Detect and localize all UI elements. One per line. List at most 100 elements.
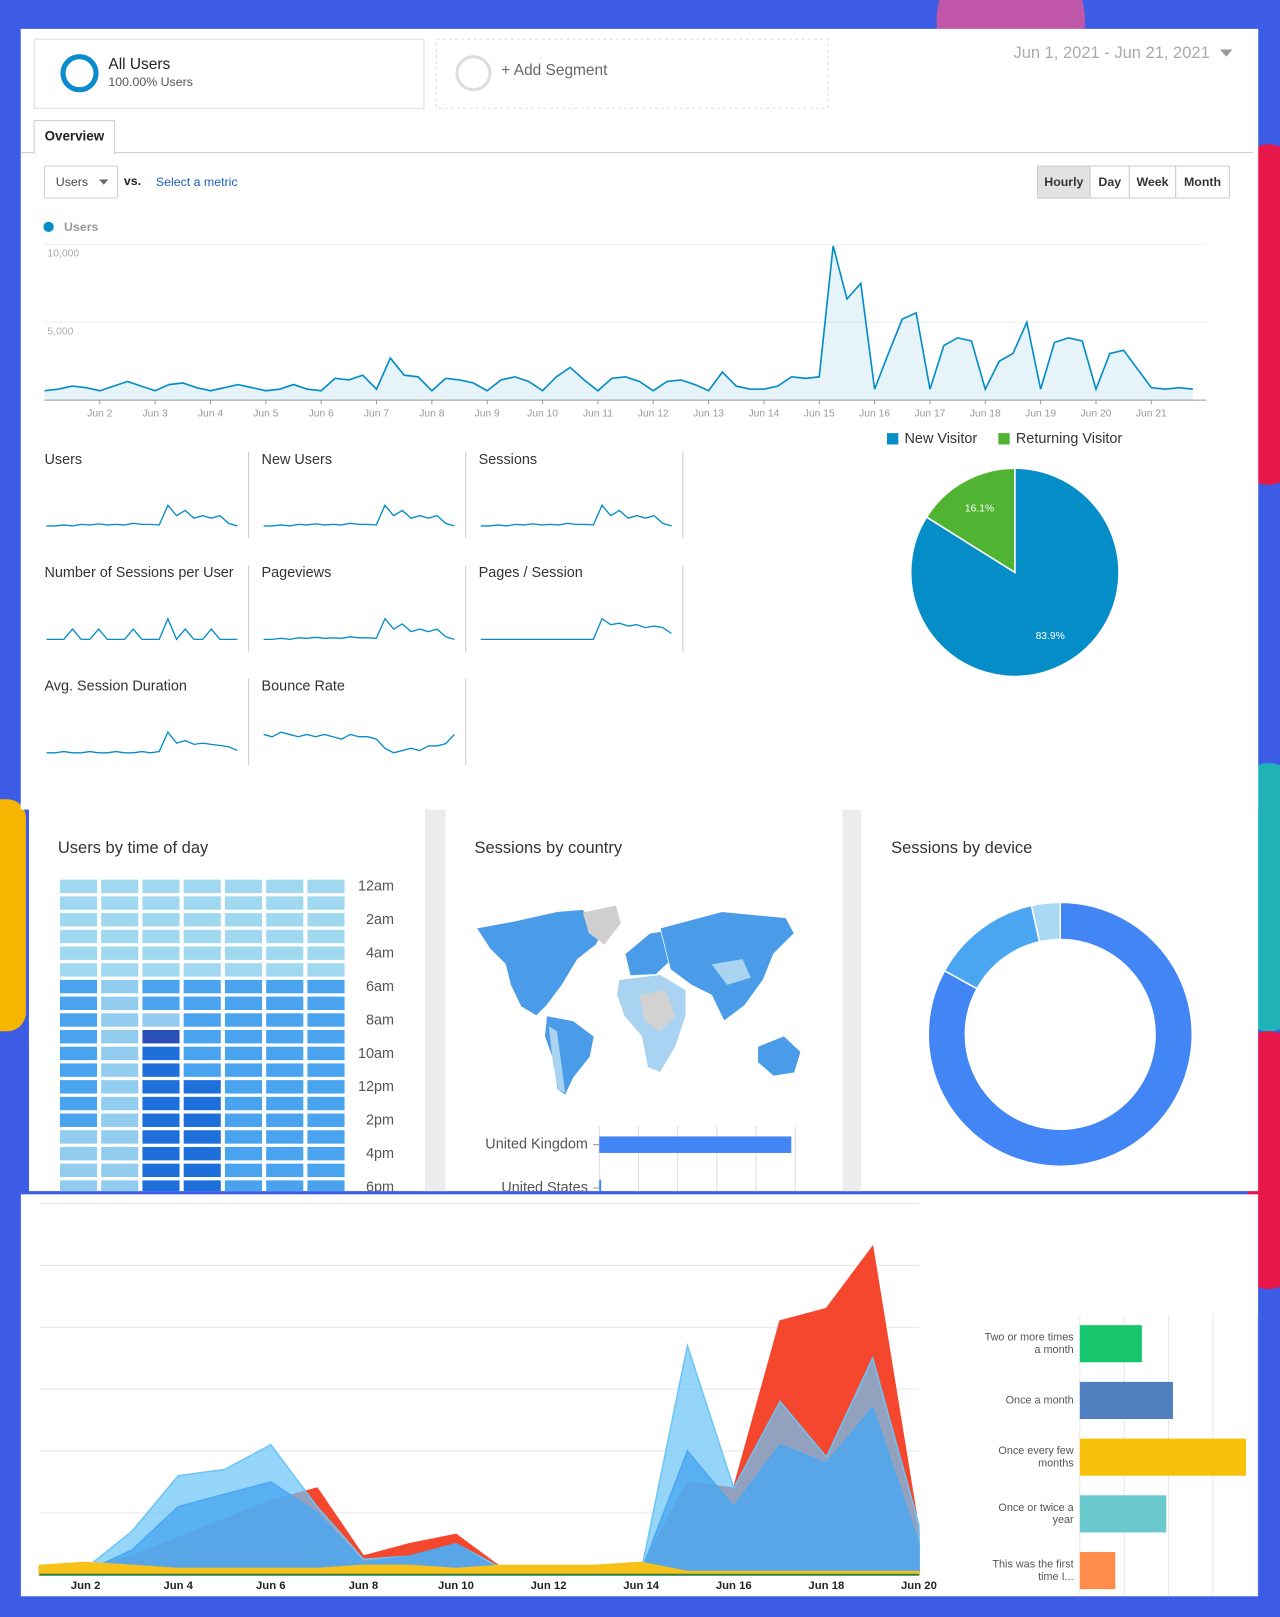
segment-icon: [60, 54, 99, 93]
heat-cell: [59, 996, 98, 1011]
heat-cell: [59, 929, 98, 944]
heat-cell: [183, 879, 221, 894]
granularity-button[interactable]: [1175, 165, 1230, 199]
middle-row: Users by time of day 12am 2am 4am 6am 8am 10a…: [28, 809, 1259, 1192]
heat-cell: [183, 1063, 221, 1077]
sparkline: [46, 730, 238, 754]
heat-cell: [59, 879, 98, 894]
heat-cell: [183, 979, 221, 994]
segment-title: All Users: [108, 56, 170, 73]
heat-cell: [101, 979, 139, 994]
heat-cell: [224, 1080, 263, 1094]
metric-select[interactable]: [43, 165, 119, 199]
heat-cell: [224, 1096, 263, 1111]
heat-cell: [224, 1130, 263, 1144]
line: [44, 245, 1193, 392]
bar-label-box: Once every few months: [998, 1445, 1073, 1470]
row-label: 12pm: [358, 1079, 394, 1095]
heat-cell: [224, 963, 263, 977]
heat-cell: [183, 929, 221, 944]
map-region: [639, 990, 676, 1032]
x-tick-label: Jun 18: [808, 1580, 844, 1592]
date-range[interactable]: Jun 1, 2021 - Jun 21, 2021: [1013, 44, 1209, 62]
heat-cell: [266, 946, 304, 960]
heat-cell: [142, 1146, 180, 1161]
bar-label-box: Once or twice a year: [998, 1502, 1073, 1527]
x-tick-label: Jun 12: [531, 1580, 567, 1592]
heat-cell: [307, 979, 345, 994]
heat-cell: [266, 1030, 304, 1044]
heat-cell: [101, 1113, 139, 1127]
segment-card[interactable]: [33, 38, 425, 109]
bar-label: This was the first time I...: [992, 1558, 1074, 1583]
bar-label-box: Once a month: [1006, 1394, 1074, 1406]
x-tick-label: Jun 21: [1136, 408, 1167, 419]
country-chart: Sessions by country United Kingdom United…: [474, 839, 801, 1192]
heat-cell: [307, 1180, 345, 1192]
row-label: 6am: [366, 979, 394, 995]
x-tick-label: Jun 8: [349, 1580, 379, 1592]
tab[interactable]: [33, 120, 116, 155]
chart-title: Sessions by device: [891, 839, 1032, 857]
donut-chart: Sessions by device: [891, 839, 1193, 1168]
heat-cell: [307, 1130, 345, 1144]
add-segment[interactable]: [435, 38, 829, 109]
heat-cell: [59, 1013, 98, 1027]
bar: [1079, 1325, 1142, 1363]
sparkline: [46, 504, 238, 527]
scorecard-title: New Users: [262, 452, 333, 468]
row-label: 10am: [358, 1046, 394, 1062]
heat-cell: [307, 896, 345, 910]
heat-cell: [142, 1113, 180, 1127]
heat-cell: [266, 1146, 304, 1161]
heat-cell: [224, 1013, 263, 1027]
x-tick-label: Jun 14: [623, 1580, 660, 1592]
bar: [1079, 1552, 1116, 1590]
heat-cell: [59, 979, 98, 994]
heat-cell: [101, 946, 139, 960]
pie-slice: [925, 467, 1016, 574]
frequency-chart: Two or more times a month Once a month Onc…: [985, 1314, 1258, 1597]
pie-chart: New Visitor Returning Visitor 83.9% 16.1%: [886, 431, 1122, 678]
heat-cell: [224, 996, 263, 1011]
x-tick-label: Jun 5: [253, 408, 278, 419]
heat-cell: [307, 1146, 345, 1161]
heat-cell: [59, 1030, 98, 1044]
row-label: 2pm: [366, 1113, 394, 1129]
separator: [842, 809, 862, 1192]
heat-cell: [142, 913, 180, 927]
bar: [599, 1136, 792, 1153]
granularity-button[interactable]: [1089, 165, 1130, 199]
metric-label: Users: [56, 175, 88, 189]
map-region: [582, 905, 621, 945]
heat-cell: [307, 1163, 345, 1178]
heat-cell: [59, 1063, 98, 1077]
decoration: [0, 799, 26, 1032]
heat-cell: [224, 1163, 263, 1178]
heatmap: Users by time of day 12am 2am 4am 6am 8am 10a…: [58, 839, 394, 1192]
heat-cell: [183, 946, 221, 960]
x-tick-label: Jun 19: [1025, 408, 1056, 419]
slice-label: 16.1%: [965, 503, 994, 514]
heat-cell: [142, 963, 180, 977]
x-tick-label: Jun 6: [256, 1580, 286, 1592]
heat-cell: [266, 1013, 304, 1027]
heat-cell: [307, 1080, 345, 1094]
area: [44, 245, 1193, 401]
heat-cell: [224, 929, 263, 944]
heat-cell: [266, 979, 304, 994]
heat-cell: [183, 896, 221, 910]
separator: [424, 809, 446, 1192]
x-tick-label: Jun 13: [693, 408, 724, 419]
heat-cell: [142, 1130, 180, 1144]
heat-cell: [101, 1096, 139, 1111]
heat-cell: [266, 1063, 304, 1077]
heat-cell: [307, 1096, 345, 1111]
heat-cell: [142, 946, 180, 960]
heat-cell: [307, 1046, 345, 1061]
sparkline: [263, 617, 455, 641]
x-tick-label: Jun 2: [71, 1580, 101, 1592]
map-region: [548, 1026, 566, 1094]
heat-cell: [307, 1063, 345, 1077]
select-metric[interactable]: Select a metric: [156, 175, 238, 189]
